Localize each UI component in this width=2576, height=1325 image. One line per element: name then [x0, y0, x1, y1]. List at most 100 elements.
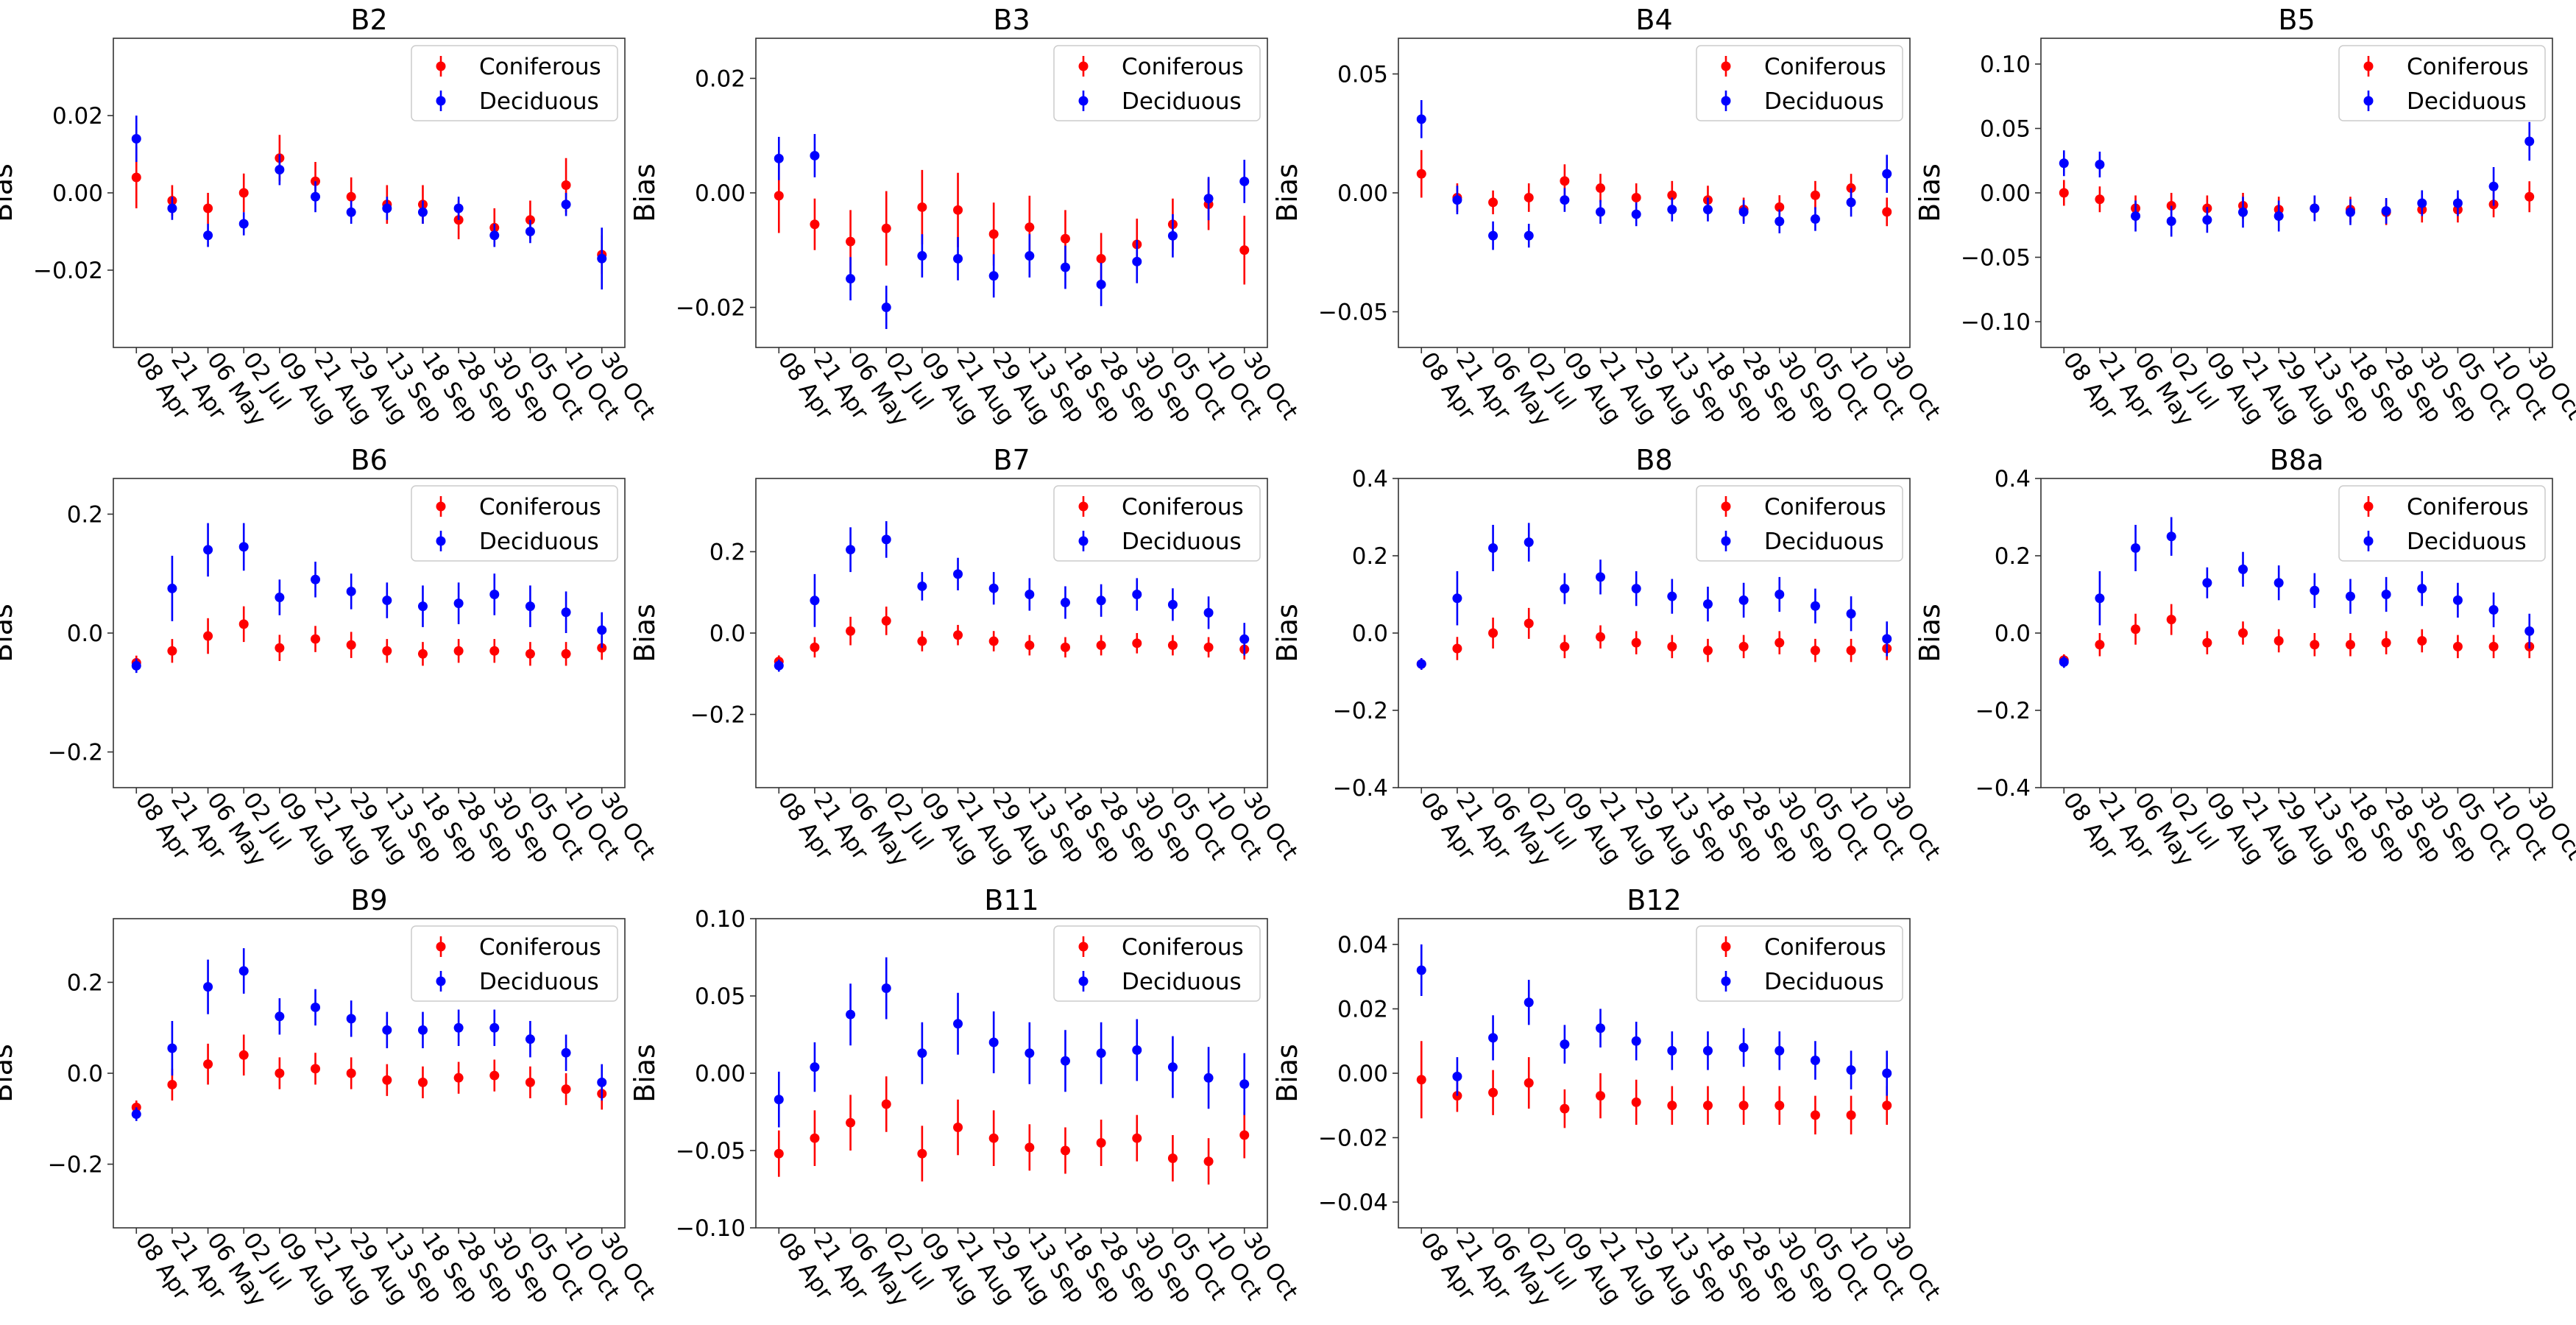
- data-point: [1702, 1100, 1713, 1111]
- data-point: [1774, 637, 1785, 648]
- legend-box: [2338, 485, 2546, 562]
- data-point: [2202, 637, 2212, 648]
- data-point: [774, 1095, 784, 1105]
- data-point: [1882, 207, 1892, 217]
- data-point: [167, 1043, 177, 1053]
- data-point: [1025, 1048, 1035, 1059]
- legend-marker: [1721, 501, 1731, 512]
- y-tick-label: 0.0: [1995, 621, 2031, 647]
- series-coniferous: [774, 607, 1250, 668]
- legend-label-deciduous: Deciduous: [1764, 529, 1884, 555]
- data-point: [1846, 646, 1856, 656]
- data-point: [2274, 636, 2284, 646]
- data-point: [2166, 531, 2176, 542]
- legend-box: [411, 925, 618, 1002]
- data-point: [561, 649, 571, 659]
- y-tick-label: 0.0: [1352, 621, 1388, 647]
- data-point: [203, 982, 213, 992]
- data-point: [1667, 205, 1677, 215]
- y-tick-label: 0.4: [1995, 466, 2031, 492]
- y-tick-label: −0.02: [676, 295, 746, 322]
- data-point: [1738, 207, 1749, 217]
- data-point: [917, 202, 927, 212]
- data-point: [881, 983, 891, 993]
- data-point: [346, 207, 356, 217]
- legend: Coniferous Deciduous: [1053, 485, 1261, 562]
- legend-marker: [1078, 61, 1089, 71]
- data-point: [881, 1099, 891, 1109]
- data-point: [1060, 262, 1070, 272]
- data-point: [1560, 195, 1570, 205]
- data-point: [917, 1048, 927, 1059]
- data-point: [1560, 1039, 1570, 1050]
- data-point: [1846, 609, 1856, 619]
- data-point: [810, 1062, 820, 1073]
- data-point: [1810, 601, 1820, 611]
- y-tick-label: 0.04: [1337, 932, 1388, 958]
- data-point: [1167, 599, 1178, 610]
- legend-marker: [2363, 501, 2374, 512]
- legend-marker: [1078, 941, 1089, 952]
- legend-marker: [1078, 96, 1089, 106]
- series-coniferous: [131, 606, 607, 671]
- legend-label-deciduous: Deciduous: [1122, 969, 1242, 995]
- data-point: [2524, 136, 2535, 146]
- y-tick-label: 0.00: [1337, 1061, 1388, 1087]
- y-tick-label: 0.2: [67, 501, 103, 528]
- data-point: [417, 1025, 428, 1035]
- data-point: [1560, 584, 1570, 594]
- series-deciduous: [2059, 517, 2535, 668]
- data-point: [2310, 203, 2320, 213]
- data-point: [1702, 205, 1713, 215]
- legend-box: [1696, 485, 1903, 562]
- data-point: [275, 1068, 285, 1078]
- y-tick-label: −0.05: [1318, 300, 1388, 326]
- y-tick-label: 0.05: [1337, 61, 1388, 88]
- data-point: [1702, 1045, 1713, 1056]
- data-point: [1524, 230, 1534, 241]
- data-point: [2059, 188, 2069, 198]
- data-point: [2488, 641, 2499, 651]
- data-point: [774, 660, 784, 671]
- legend-label-deciduous: Deciduous: [1122, 529, 1242, 555]
- data-point: [1702, 646, 1713, 656]
- legend-box: [1053, 485, 1261, 562]
- data-point: [1560, 641, 1570, 651]
- data-point: [597, 625, 607, 635]
- data-point: [1631, 637, 1641, 648]
- y-axis-label: Bias: [0, 163, 18, 222]
- legend-label-deciduous: Deciduous: [2407, 88, 2527, 115]
- y-tick-label: 0.00: [1337, 180, 1388, 207]
- data-point: [810, 642, 820, 652]
- data-point: [1596, 1091, 1606, 1101]
- data-point: [1132, 638, 1142, 649]
- data-point: [167, 203, 177, 213]
- y-axis-label: Bias: [629, 1044, 661, 1103]
- data-point: [2524, 626, 2535, 636]
- data-point: [346, 1014, 356, 1024]
- data-point: [988, 636, 999, 646]
- data-point: [311, 634, 321, 644]
- data-point: [1452, 1071, 1462, 1081]
- data-point: [1631, 192, 1641, 202]
- legend-label-coniferous: Coniferous: [2407, 494, 2529, 520]
- data-point: [1060, 642, 1070, 652]
- data-point: [988, 583, 999, 593]
- series-coniferous: [131, 1034, 607, 1114]
- data-point: [2274, 211, 2284, 221]
- data-point: [238, 619, 249, 629]
- y-tick-label: −0.05: [1961, 245, 2031, 272]
- data-point: [453, 203, 464, 213]
- data-point: [2059, 657, 2069, 667]
- data-point: [1096, 1138, 1106, 1148]
- data-point: [1060, 1145, 1070, 1156]
- data-point: [846, 1009, 856, 1020]
- data-point: [203, 545, 213, 555]
- data-point: [346, 191, 356, 202]
- data-point: [561, 1047, 571, 1058]
- data-point: [2166, 216, 2176, 226]
